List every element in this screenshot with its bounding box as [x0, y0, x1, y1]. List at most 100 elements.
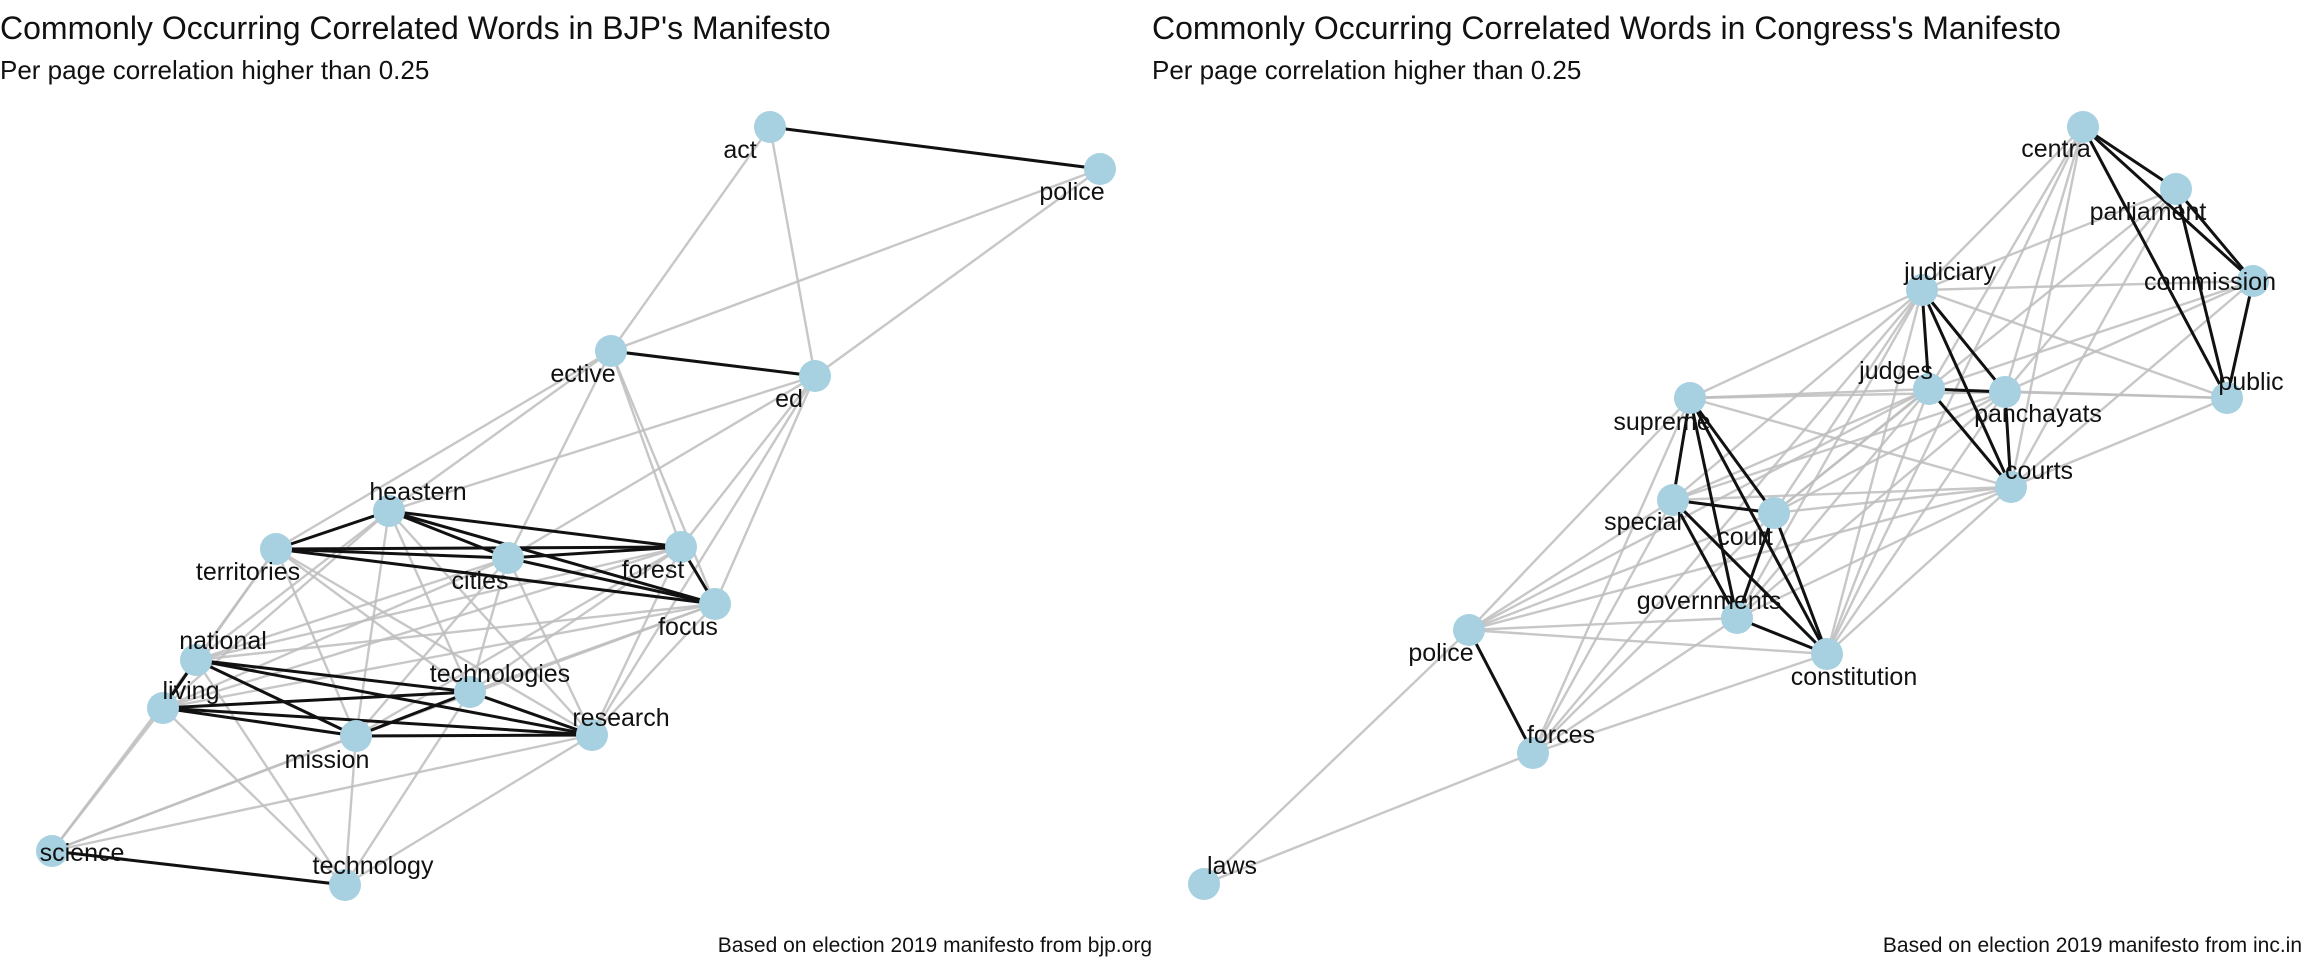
edge-supreme-court	[1688, 397, 1776, 514]
edge-ective-heastern	[388, 350, 612, 512]
edge-ed-research	[590, 375, 817, 736]
edge-act-police	[769, 125, 1101, 171]
edge-ed-forest	[680, 375, 816, 548]
edge-territories-technologies	[275, 548, 471, 693]
bjp-subtitle: Per page correlation higher than 0.25	[0, 55, 430, 85]
edge-technology-national	[194, 659, 347, 886]
edge-panchayats-special	[1672, 390, 2006, 502]
edge-courts-supreme	[1689, 396, 2012, 489]
edge-courts-constitution	[1826, 486, 2012, 655]
node-focus	[699, 588, 731, 620]
node-label-governments: governments	[1637, 587, 1782, 615]
edge-courts-governments	[1736, 485, 2012, 620]
edge-commission-courts	[2010, 280, 2254, 488]
edge-cities-research	[506, 557, 594, 736]
node-label-commission: commission	[2144, 268, 2276, 296]
node-label-territories: territories	[196, 558, 300, 586]
node-label-judiciary: judiciary	[1903, 258, 1996, 286]
edge-ective-ed	[610, 349, 816, 378]
edge-heastern-cities	[388, 509, 509, 560]
node-mission	[340, 720, 372, 752]
edge-technologies-research	[469, 690, 593, 737]
edge-public-courts	[2010, 396, 2228, 489]
edge-territories-cities	[275, 547, 509, 560]
edge-constitution-forces	[1532, 652, 1828, 755]
edge-police-forces	[1467, 629, 1535, 754]
edge-governments-forces	[1532, 616, 1738, 755]
node-label-special: special	[1604, 508, 1682, 536]
edge-technology-mission	[343, 735, 358, 886]
edge-forest-national	[195, 545, 682, 662]
node-label-mission: mission	[285, 746, 370, 774]
edge-act-ective	[610, 126, 771, 352]
edge-national-mission	[195, 658, 357, 738]
weak-edges	[1203, 126, 2254, 886]
congress-panel: Commonly Occurring Correlated Words in C…	[1152, 0, 2304, 960]
edge-centra-commission	[2081, 125, 2255, 283]
edge-cities-living	[162, 556, 509, 710]
congress-title: Commonly Occurring Correlated Words in C…	[1152, 10, 2061, 46]
edge-ective-cities	[506, 350, 613, 559]
edge-supreme-constitution	[1688, 397, 1829, 655]
weak-edges	[51, 126, 1101, 887]
edge-constitution-police	[1468, 628, 1828, 656]
edge-territories-research	[275, 547, 593, 737]
node-act	[754, 111, 786, 143]
node-centra	[2067, 111, 2099, 143]
node-supreme	[1674, 382, 1706, 414]
node-label-technology: technology	[313, 852, 434, 880]
node-label-parliament: parliament	[2090, 198, 2207, 226]
node-label-heastern: heastern	[369, 478, 466, 506]
node-technology	[329, 869, 361, 901]
bjp-caption: Based on election 2019 manifesto from bj…	[717, 934, 1152, 957]
edge-cities-forest	[507, 545, 682, 560]
edge-science-living	[51, 707, 164, 852]
edge-focus-research	[591, 603, 716, 736]
edge-science-technology	[51, 849, 346, 887]
node-label-supreme: supreme	[1613, 408, 1710, 436]
edge-centra-public	[2081, 126, 2229, 399]
edge-technologies-mission	[355, 690, 471, 738]
edge-special-police	[1468, 498, 1674, 632]
edge-supreme-special	[1671, 397, 1692, 501]
node-label-police: police	[1039, 178, 1104, 206]
node-cities	[492, 542, 524, 574]
node-label-panchayats: panchayats	[1974, 400, 2102, 428]
edge-ective-territories	[275, 349, 612, 551]
edge-cities-national	[195, 556, 509, 662]
edge-forest-research	[590, 546, 683, 736]
edge-territories-forest	[275, 545, 682, 551]
edge-panchayats-governments	[1736, 391, 2006, 619]
node-label-science: science	[40, 839, 125, 867]
node-constitution	[1811, 638, 1843, 670]
node-national	[180, 644, 212, 676]
bjp-network-graph: act police ective ed heastern territories citi…	[36, 111, 1116, 901]
node-label-courts: courts	[2005, 457, 2073, 485]
edge-special-governments	[1671, 499, 1739, 619]
edge-heastern-technologies	[387, 510, 472, 693]
node-labels: centra parliament commission public judiciar…	[1207, 135, 2284, 880]
edge-panchayats-supreme	[1689, 390, 2006, 400]
edge-judiciary-forces	[1532, 289, 1923, 754]
edge-heastern-focus	[388, 509, 716, 606]
edge-court-police	[1468, 511, 1775, 632]
node-governments	[1721, 602, 1753, 634]
node-label-constitution: constitution	[1791, 663, 1917, 691]
edge-ed-heastern	[388, 374, 816, 513]
node-forest	[665, 531, 697, 563]
nodes	[1188, 111, 2269, 900]
node-label-centra: centra	[2021, 135, 2091, 163]
node-labels: act police ective ed heastern territories citi…	[40, 136, 1105, 880]
edge-judiciary-constitution	[1825, 289, 1924, 655]
node-judges	[1913, 373, 1945, 405]
bjp-panel: Commonly Occurring Correlated Words in B…	[0, 10, 1152, 957]
edge-centra-judges	[1927, 126, 2085, 390]
node-living	[147, 692, 179, 724]
node-label-forces: forces	[1527, 721, 1595, 749]
edge-science-research	[51, 733, 593, 853]
node-label-laws: laws	[1207, 852, 1257, 880]
node-label-public: public	[2218, 368, 2283, 396]
edge-judiciary-courts	[1920, 289, 2013, 488]
node-label-national: national	[179, 627, 267, 655]
edge-police-laws	[1203, 629, 1470, 885]
